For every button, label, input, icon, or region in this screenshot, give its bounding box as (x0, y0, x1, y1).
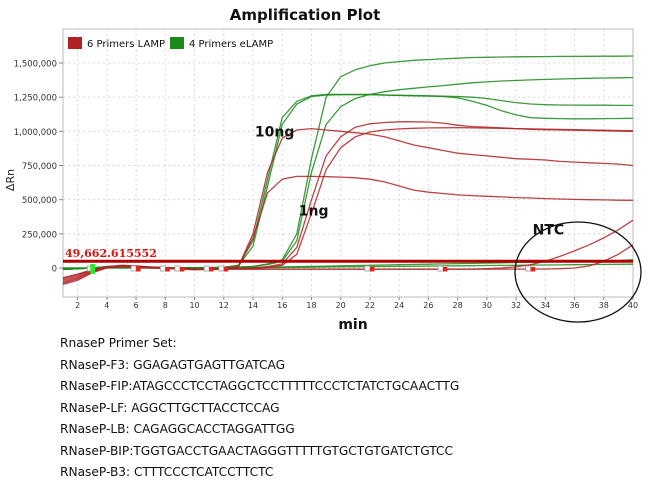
marker (443, 267, 448, 272)
markers-group (86, 264, 536, 274)
annotation-label: NTC (533, 223, 565, 239)
y-axis: 0 250,000 500,000 750,000 1,000,000 1,250,000… (14, 60, 63, 275)
series-group (62, 55, 634, 286)
marker (165, 267, 170, 272)
x-axis: 2 4 6 8 10 12 14 16 18 20 22 24 26 28 30 32 34 36 38 40 (75, 297, 638, 310)
x-tick-label: 14 (248, 301, 258, 310)
x-tick-label: 38 (599, 301, 609, 310)
legend-swatch (68, 37, 82, 49)
y-tick-label: 500,000 (22, 196, 57, 206)
x-tick-label: 30 (482, 301, 492, 310)
legend: 6 Primers LAMP 4 Primers eLAMP (68, 37, 273, 50)
x-tick-label: 20 (336, 301, 346, 310)
x-tick-label: 12 (219, 301, 229, 310)
marker-outline (437, 265, 444, 272)
primer-line: RNaseP-LB: CAGAGGCACCTAGGATTGG (60, 422, 295, 436)
x-tick-label: 6 (134, 301, 139, 310)
marker-outline (174, 265, 181, 272)
x-tick-label: 34 (540, 301, 550, 310)
x-tick-label: 32 (511, 301, 521, 310)
primer-line: RNaseP-F3: GGAGAGTGAGTTGATCAG (60, 357, 286, 372)
amplification-plot: Amplification Plot 0 250,000 500,000 750,00… (4, 6, 642, 330)
x-tick-label: 36 (569, 301, 579, 310)
primer-line: RNaseP-FIP:ATAGCCCTCCTAGGCTCCTTTTTCCCTCT… (60, 379, 460, 393)
x-tick-label: 24 (394, 301, 404, 310)
chart-title: Amplification Plot (230, 6, 381, 24)
primer-heading: RnaseP Primer Set: (60, 336, 177, 350)
marker (223, 267, 229, 272)
y-tick-label: 1,000,000 (14, 128, 57, 138)
series-line (62, 94, 633, 271)
marker (179, 267, 185, 272)
y-tick-label: 250,000 (22, 230, 57, 240)
x-tick-label: 26 (423, 301, 433, 310)
primer-set: RnaseP Primer Set: RNaseP-F3: GGAGAGTGAG… (60, 333, 459, 484)
marker-outline (364, 265, 371, 272)
y-tick-label: 750,000 (22, 162, 57, 172)
marker (209, 267, 214, 272)
x-tick-label: 2 (75, 301, 80, 310)
y-tick-label: 0 (52, 265, 57, 275)
threshold-label: 49,662.615552 (65, 247, 157, 260)
series-line (62, 93, 634, 271)
primer-line: RNaseP-B3: CTTTCCCTCATCCTTCTC (60, 465, 274, 479)
ntc-circle (514, 221, 642, 323)
legend-swatch (170, 37, 184, 49)
series-line (62, 76, 634, 271)
annotation-label: 1ng (299, 204, 329, 220)
x-tick-label: 16 (277, 301, 287, 310)
annotations-group: 10ng 1ng NTC (255, 124, 564, 238)
primer-line: RNaseP-BIP:TGGTGACCTGAACTAGGGTTTTTGTGCTG… (60, 443, 453, 458)
primer-line: RNaseP-LF: AGGCTTGCTTACCTCCAG (60, 400, 280, 415)
x-tick-label: 22 (365, 301, 375, 310)
y-tick-label: 1,500,000 (14, 60, 57, 70)
x-axis-label: min (338, 317, 367, 330)
series-line (62, 244, 634, 279)
annotation-label: 10ng (255, 124, 294, 140)
y-axis-label: ΔRn (4, 169, 17, 191)
marker (530, 267, 536, 272)
plot-frame (62, 28, 634, 298)
marker-outline (218, 265, 225, 272)
y-tick-label: 1,250,000 (14, 94, 57, 104)
marker-outline (525, 265, 532, 272)
x-tick-label: 18 (306, 301, 316, 310)
x-tick-label: 10 (189, 301, 199, 310)
marker-outline (203, 265, 210, 272)
threshold-group: 49,662.615552 (63, 247, 633, 263)
marker-outline (130, 265, 137, 272)
marker (90, 264, 96, 274)
x-tick-label: 8 (163, 301, 168, 310)
legend-label: 6 Primers LAMP (87, 39, 165, 50)
x-tick-label: 28 (453, 301, 463, 310)
x-tick-label: 40 (628, 301, 638, 310)
x-tick-label: 4 (104, 301, 109, 310)
marker-outline (159, 265, 166, 272)
marker (369, 267, 375, 272)
legend-label: 4 Primers eLAMP (189, 39, 273, 50)
marker (136, 267, 141, 272)
